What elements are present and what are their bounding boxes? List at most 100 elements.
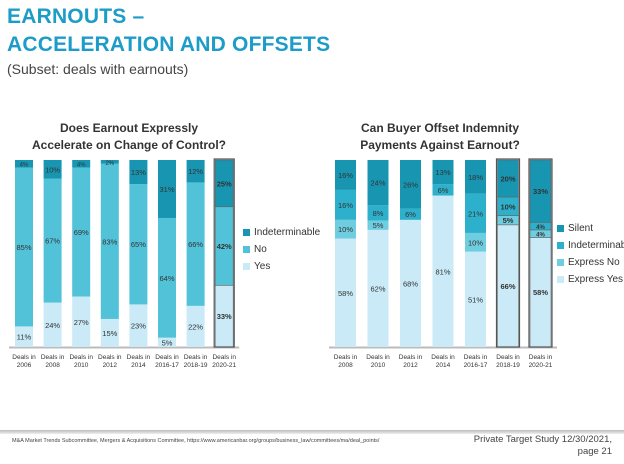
data-label: 8%: [373, 209, 384, 218]
bar-segment: [367, 229, 389, 347]
data-label: 27%: [74, 318, 89, 327]
x-tick-label: Deals in: [431, 354, 455, 361]
x-tick-label: 2012: [103, 362, 118, 369]
x-tick-label: 2012: [403, 362, 418, 369]
highlight-box: [495, 158, 521, 348]
data-label: 4%: [536, 233, 545, 239]
chart2-title-line1: Can Buyer Offset Indemnity: [360, 121, 520, 135]
chart1-title-line2: Accelerate on Change of Control?: [31, 138, 227, 152]
data-label: 33%: [217, 312, 232, 321]
chart1-legend: Indeterminable No Yes: [243, 224, 320, 275]
subtitle: (Subset: deals with earnouts): [7, 61, 189, 77]
bar-segment: [465, 251, 486, 347]
x-tick-label: Deals in: [399, 354, 423, 361]
bar-segment: [186, 160, 205, 183]
legend-label: Indeterminable: [568, 240, 624, 251]
footer-source: M&A Market Trends Subcommittee, Mergers …: [12, 438, 380, 444]
bar-segment: [400, 219, 421, 347]
bar-segment: [72, 296, 91, 347]
bar-segment: [335, 160, 356, 190]
bar-segment: [158, 160, 176, 218]
x-tick-label: Deals in: [41, 354, 65, 361]
data-label: 65%: [131, 240, 146, 249]
bar-segment: [15, 167, 33, 327]
data-label: 4%: [20, 163, 29, 169]
legend-label: Indeterminable: [254, 227, 321, 238]
bar-segment: [465, 193, 486, 233]
bar-segment: [100, 163, 119, 319]
data-label: 12%: [188, 167, 203, 176]
x-tick-label: Deals in: [464, 354, 488, 361]
x-tick-label: 2020-21: [529, 362, 553, 369]
chart2-title: Can Buyer Offset Indemnity Payments Agai…: [320, 120, 560, 154]
bar-segment: [158, 217, 176, 338]
footer-page: page 21: [577, 446, 612, 457]
legend-label: No: [254, 244, 267, 255]
data-label: 62%: [370, 284, 385, 293]
x-tick-label: 2018-19: [184, 362, 208, 369]
data-label: 83%: [102, 237, 117, 246]
x-tick-label: 2006: [17, 362, 32, 369]
legend-swatch: [557, 259, 564, 266]
legend-swatch: [557, 276, 564, 283]
data-label: 33%: [533, 187, 548, 196]
bar-segment: [43, 160, 62, 179]
x-tick-label: 2016-17: [155, 362, 179, 369]
data-label: 22%: [188, 322, 203, 331]
bar-segment: [465, 160, 486, 194]
data-label: 13%: [435, 168, 450, 177]
x-tick-label: Deals in: [334, 354, 358, 361]
chart2-plot: 58%10%16%16%Deals in200862%5%8%24%Deals …: [329, 158, 557, 369]
data-label: 24%: [370, 179, 385, 188]
bar-segment: [72, 167, 91, 297]
bar-segment: [100, 160, 119, 164]
bar-segment: [465, 232, 486, 252]
data-label: 81%: [435, 267, 450, 276]
data-label: 58%: [533, 288, 548, 297]
data-label: 24%: [45, 321, 60, 330]
legend-item: Silent: [557, 220, 624, 237]
data-label: 2%: [105, 161, 114, 167]
data-label: 58%: [338, 289, 353, 298]
x-tick-label: Deals in: [98, 354, 122, 361]
bar-segment: [335, 189, 356, 220]
data-label: 51%: [468, 295, 483, 304]
legend-label: Silent: [568, 223, 594, 234]
data-label: 85%: [16, 243, 31, 252]
bar-segment: [367, 205, 389, 221]
bar-segment: [335, 238, 356, 347]
bar-segment: [43, 302, 62, 347]
chart2-legend: Silent Indeterminable Express No Express Ye…: [557, 220, 624, 288]
legend-label: Express No: [568, 257, 620, 268]
bar-segment: [432, 195, 454, 347]
x-tick-label: 2014: [131, 362, 146, 369]
bar-segment: [129, 304, 148, 347]
data-label: 16%: [338, 201, 353, 210]
data-label: 23%: [131, 322, 146, 331]
legend-item: Indeterminable: [557, 237, 624, 254]
data-label: 10%: [338, 225, 353, 234]
bar-segment: [400, 208, 421, 220]
x-tick-label: Deals in: [69, 354, 93, 361]
data-label: 5%: [162, 338, 173, 347]
chart2-title-line2: Payments Against Earnout?: [360, 138, 520, 152]
x-tick-label: 2020-21: [212, 362, 236, 369]
bar-segment: [158, 337, 176, 347]
data-label: 6%: [438, 186, 449, 195]
bar-segment: [129, 184, 148, 305]
data-label: 6%: [405, 210, 416, 219]
bar-segment: [497, 159, 519, 198]
x-tick-label: Deals in: [12, 354, 36, 361]
data-label: 13%: [131, 168, 146, 177]
data-label: 67%: [45, 237, 60, 246]
chart1-title: Does Earnout Expressly Accelerate on Cha…: [15, 120, 243, 154]
title-line-2: ACCELERATION AND OFFSETS: [7, 33, 331, 56]
data-label: 16%: [338, 171, 353, 180]
data-label: 31%: [159, 185, 174, 194]
legend-item: Express No: [557, 254, 624, 271]
highlight-box: [213, 158, 235, 348]
data-label: 5%: [373, 221, 384, 230]
bar-segment: [432, 160, 454, 185]
data-label: 25%: [217, 179, 232, 188]
legend-item: No: [243, 241, 320, 258]
